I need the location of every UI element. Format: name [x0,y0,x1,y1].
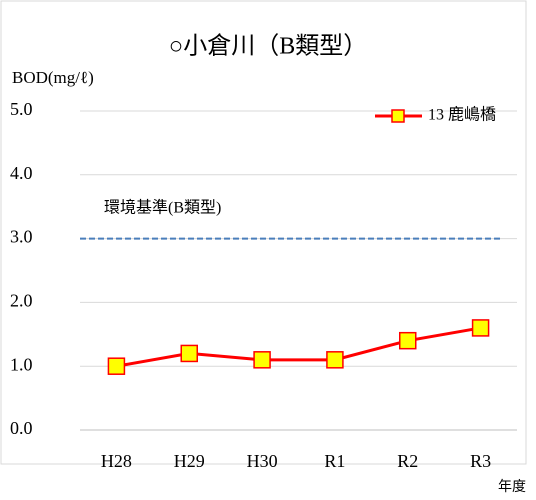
y-tick-label: 2.0 [10,291,33,311]
legend-label: 13 鹿嶋橋 [428,106,496,124]
chart-frame [0,0,527,465]
marker [471,319,490,337]
marker [253,351,271,369]
x-tick-label: H30 [247,451,278,471]
legend-marker [391,109,405,123]
x-tick-label: H29 [174,451,205,471]
series-line [116,326,481,368]
x-tick-label: R3 [470,451,491,471]
marker [399,331,417,350]
marker [180,344,198,363]
y-tick-label: 5.0 [10,99,33,119]
x-axis-label: 年度 [498,479,526,495]
marker [326,351,344,369]
y-axis-label: BOD(mg/ℓ) [12,68,94,87]
y-tick-label: 0.0 [10,418,33,438]
chart-title: ○小倉川（B類型） [169,33,368,60]
y-tick-label: 4.0 [10,163,33,183]
x-tick-label: R2 [397,451,418,471]
reference-label: 環境基準(B類型) [104,197,221,216]
marker [107,357,126,375]
y-tick-label: 3.0 [10,227,33,247]
y-tick-label: 1.0 [10,354,33,374]
x-tick-label: H28 [101,451,132,471]
x-tick-label: R1 [324,451,345,471]
